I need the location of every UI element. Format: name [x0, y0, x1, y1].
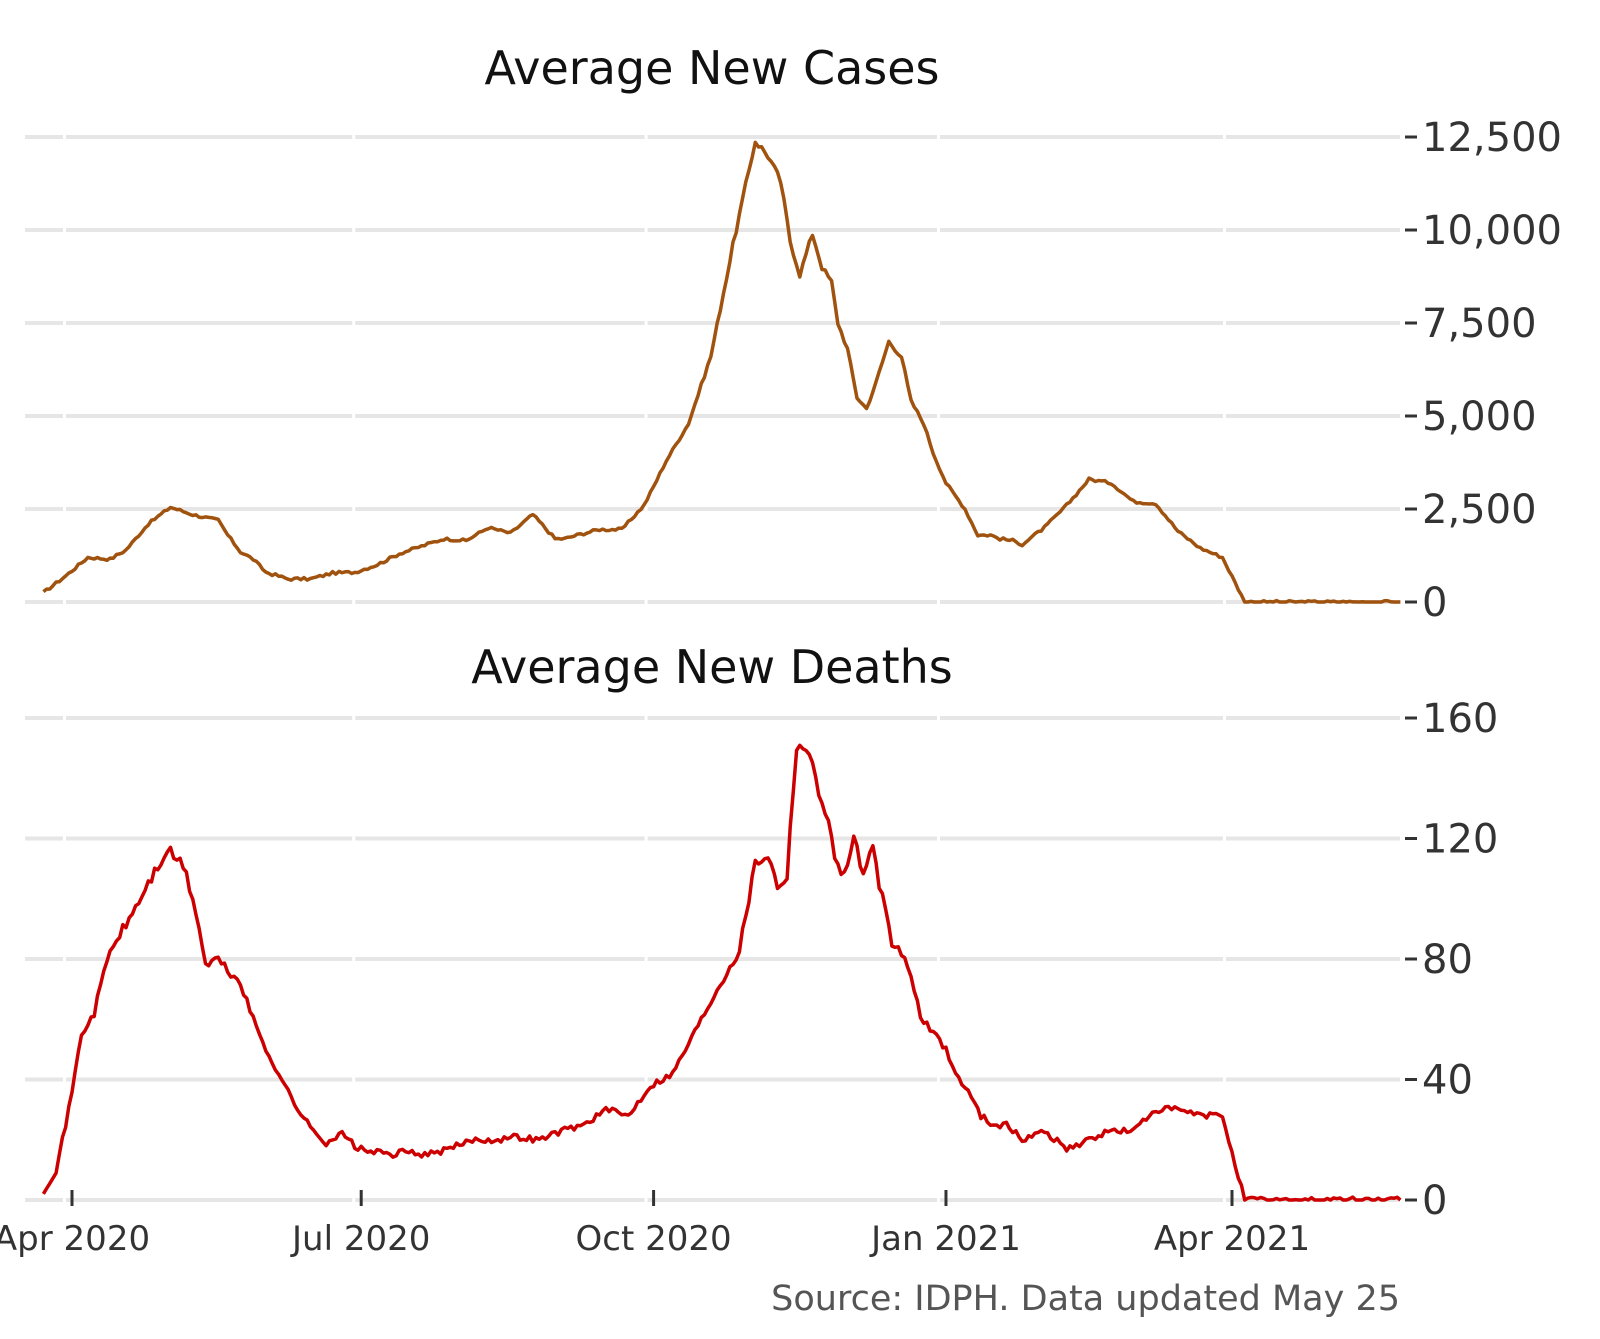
deaths-chart-title: Average New Deaths [471, 640, 953, 694]
y-tick-label: 7,500 [1422, 301, 1537, 347]
x-tick-label: Oct 2020 [576, 1219, 732, 1259]
y-tick-label: 5,000 [1422, 394, 1537, 440]
series-line [42, 140, 1401, 604]
grid-gap [1223, 708, 1226, 1210]
series-line [41, 743, 1402, 1202]
x-axis: Apr 2020 Jul 2020 Oct 2020 Jan 2021 Apr 2021 [0, 1190, 1310, 1259]
deaths-y-axis: 0 40 80 120 160 [1405, 696, 1498, 1224]
grid-gap [352, 708, 356, 1210]
grid-gap [644, 127, 648, 612]
cases-panel: Average New Cases 0 2,500 5,000 7,500 10,000… [25, 41, 1562, 626]
x-tick-label: Jan 2021 [869, 1219, 1021, 1259]
y-tick-label: 2,500 [1422, 487, 1537, 533]
y-tick-label: 0 [1422, 1178, 1447, 1224]
x-tick-label: Jul 2020 [290, 1219, 430, 1259]
source-note: Source: IDPH. Data updated May 25 [771, 1279, 1400, 1319]
deaths-gridlines [25, 708, 1400, 1210]
grid-gap [63, 708, 66, 1210]
deaths-line-layer [41, 743, 1402, 1202]
y-tick-label: 160 [1422, 696, 1498, 742]
deaths-panel: Average New Deaths 0 40 80 120 160 [25, 640, 1498, 1224]
y-tick-label: 12,500 [1422, 115, 1562, 161]
grid-gap [936, 127, 940, 612]
y-tick-label: 80 [1422, 937, 1473, 983]
cases-chart-title: Average New Cases [484, 41, 939, 95]
grid-gap [352, 127, 356, 612]
cases-y-axis: 0 2,500 5,000 7,500 10,000 12,500 [1405, 115, 1562, 626]
x-tick-label: Apr 2021 [1154, 1219, 1310, 1259]
y-tick-label: 120 [1422, 817, 1498, 863]
x-tick-label: Apr 2020 [0, 1219, 150, 1259]
grid-gap [1223, 127, 1226, 612]
grid-gap [936, 708, 940, 1210]
cases-line-layer [42, 140, 1401, 604]
grid-gap [644, 708, 648, 1210]
cases-gridlines [25, 127, 1400, 612]
grid-gap [63, 127, 66, 612]
y-tick-label: 10,000 [1422, 208, 1562, 254]
y-tick-label: 0 [1422, 580, 1447, 626]
y-tick-label: 40 [1422, 1058, 1473, 1104]
